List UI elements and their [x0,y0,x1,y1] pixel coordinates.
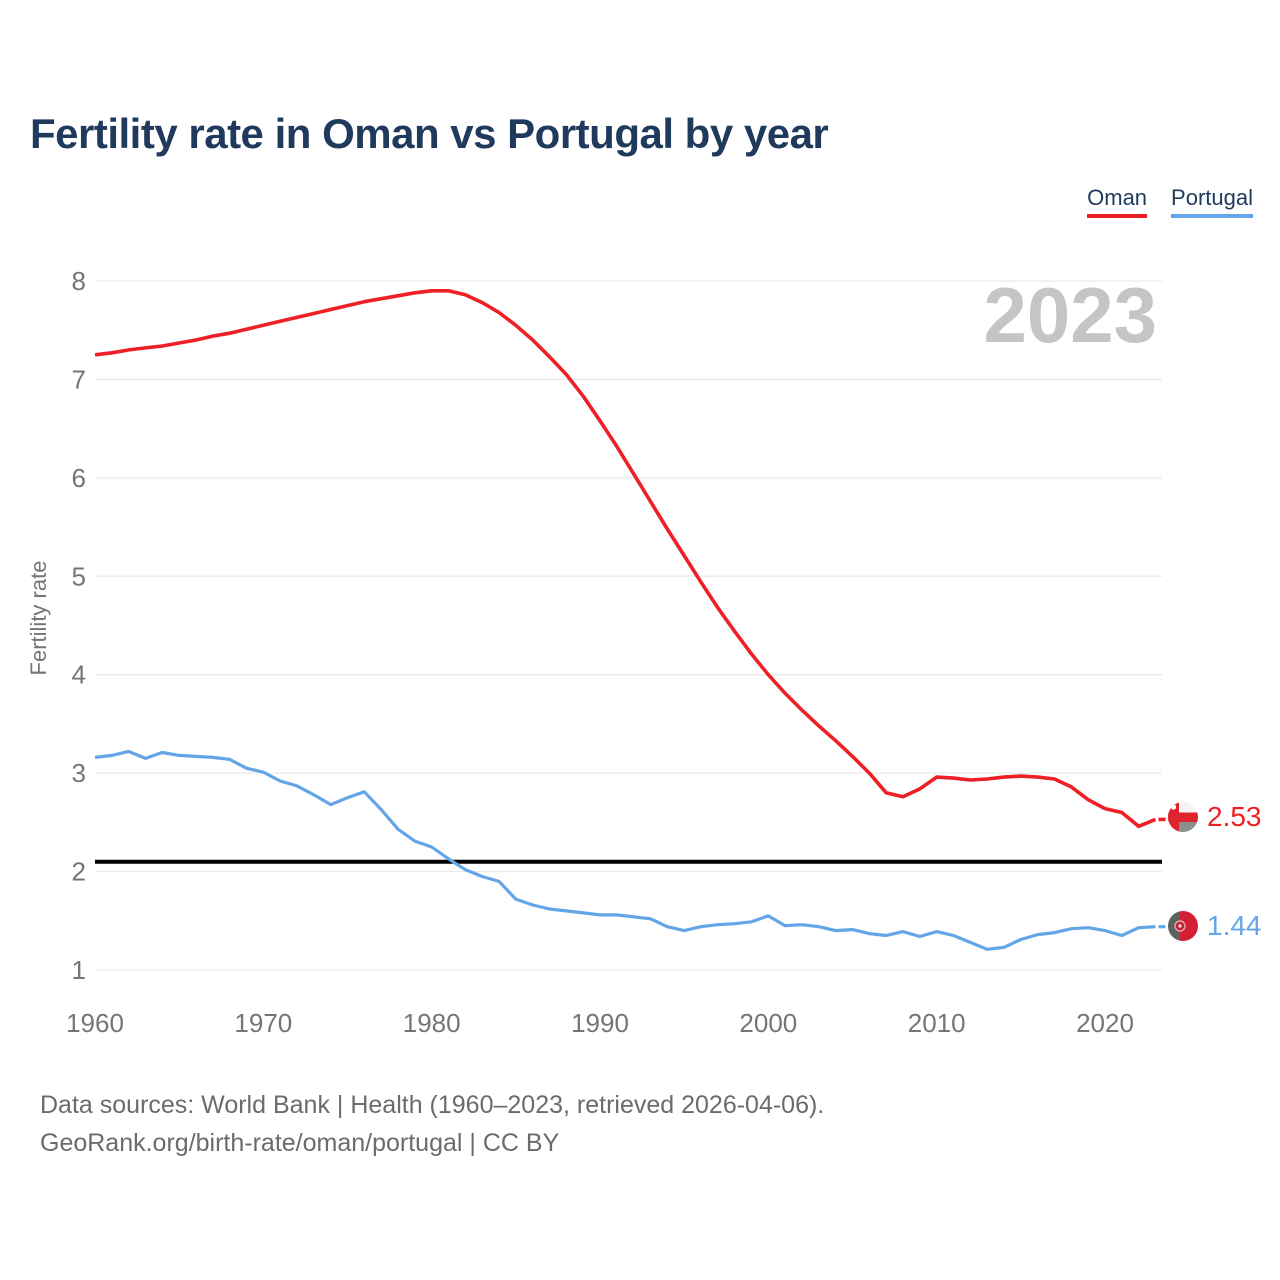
y-tick-4: 4 [72,660,86,690]
portugal-line[interactable] [94,749,1156,951]
footer: Data sources: World Bank | Health (1960–… [40,1086,824,1162]
year-watermark: 2023 [983,271,1157,359]
y-tick-6: 6 [72,463,86,493]
gridlines [95,280,1162,971]
footer-attribution-line: GeoRank.org/birth-rate/oman/portugal | C… [40,1129,560,1157]
portugal-flag-icon [1168,911,1198,941]
x-tick-2020: 2020 [1076,1008,1134,1038]
legend-item-oman[interactable]: Oman [1087,185,1148,219]
oman-end-value: 2.53 [1207,801,1262,832]
portugal-end-label: 1.44 [1168,911,1262,941]
x-tick-1960: 1960 [66,1008,124,1038]
y-tick-1: 1 [72,955,86,985]
page-title: Fertility rate in Oman vs Portugal by ye… [30,110,829,157]
x-axis-tick-labels: 1960 1970 1980 1990 2000 2010 2020 [66,1008,1134,1038]
x-tick-2010: 2010 [908,1008,966,1038]
footer-sources-line: Data sources: World Bank | Health (1960–… [40,1091,825,1119]
y-axis-label: Fertility rate [26,561,51,676]
y-tick-8: 8 [72,266,86,296]
oman-flag-icon [1168,802,1198,832]
y-axis-tick-labels: 1 2 3 4 5 6 7 8 [72,266,86,985]
oman-end-label: 2.53 [1168,802,1262,832]
legend-item-portugal[interactable]: Portugal [1171,185,1253,219]
y-tick-2: 2 [72,857,86,887]
x-tick-2000: 2000 [739,1008,797,1038]
x-tick-1970: 1970 [234,1008,292,1038]
x-tick-1990: 1990 [571,1008,629,1038]
oman-line[interactable] [94,288,1157,829]
y-tick-3: 3 [72,758,86,788]
x-tick-1980: 1980 [403,1008,461,1038]
portugal-end-value: 1.44 [1207,910,1262,941]
y-tick-5: 5 [72,561,86,591]
legend: Oman Portugal [1087,185,1253,219]
y-tick-7: 7 [72,364,86,394]
